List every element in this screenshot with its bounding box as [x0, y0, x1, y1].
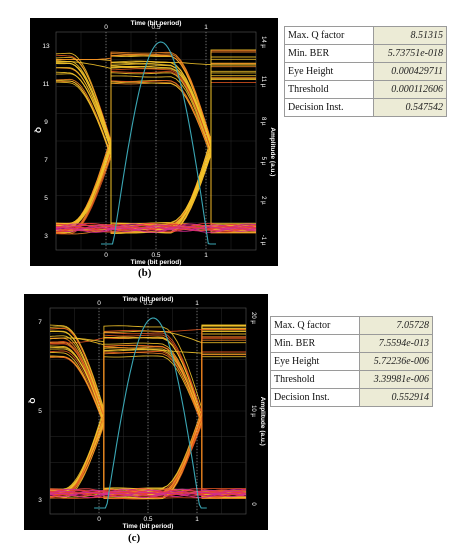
top-tick-label: 0.5: [151, 24, 160, 31]
metric-row: Threshold 0.000112606: [284, 80, 447, 99]
metric-label: Decision Inst.: [270, 388, 360, 407]
top-tick-label: 1: [204, 24, 208, 31]
zero-level-trace: [49, 489, 247, 496]
left-tick-label: 7: [38, 319, 42, 326]
top-axis-title: Time (bit period): [123, 296, 174, 303]
zero-level-trace: [55, 227, 257, 233]
right-tick-label: 0: [250, 502, 256, 506]
metric-value: 8.51315: [373, 26, 447, 45]
top-axis-title: Time (bit period): [131, 20, 182, 27]
metrics-table-b: Max. Q factor 8.51315 Min. BER 5.73751e-018…: [284, 26, 447, 117]
right-tick-label: 14 µ: [260, 36, 266, 48]
metric-row: Max. Q factor 8.51315: [284, 26, 447, 45]
zero-level-trace: [55, 225, 257, 232]
metric-row: Min. BER 7.5594e-013: [270, 334, 433, 353]
bottom-tick-label: 1: [204, 252, 208, 259]
metric-label: Eye Height: [284, 62, 374, 81]
top-tick-label: 1: [195, 300, 199, 307]
zero-level-trace: [49, 492, 246, 498]
metric-label: Max. Q factor: [270, 316, 360, 335]
left-tick-label: 3: [38, 497, 42, 504]
metric-value: 5.73751e-018: [373, 44, 447, 63]
metric-value: 0.000112606: [373, 80, 447, 99]
metric-row: Eye Height 5.72236e-006: [270, 352, 433, 371]
eye-trace: [50, 333, 246, 490]
left-axis-label: Q: [34, 127, 43, 133]
metric-row: Eye Height 0.000429711: [284, 62, 447, 81]
metric-value: 7.5594e-013: [359, 334, 433, 353]
zero-level-trace: [49, 491, 247, 497]
bottom-tick-label: 0.5: [143, 516, 152, 523]
metric-label: Threshold: [270, 370, 360, 389]
metric-value: 5.72236e-006: [359, 352, 433, 371]
left-tick-label: 9: [44, 119, 48, 126]
metrics-table-c: Max. Q factor 7.05728 Min. BER 7.5594e-013 E…: [270, 316, 433, 407]
metric-label: Min. BER: [284, 44, 374, 63]
caption-b: (b): [138, 267, 152, 279]
eye-trace: [55, 63, 256, 225]
right-axis-label: Amplitude (a.u.): [259, 397, 266, 446]
left-tick-label: 5: [44, 195, 48, 202]
metric-value: 3.39981e-006: [359, 370, 433, 389]
metric-label: Eye Height: [270, 352, 360, 371]
q-factor-curve: [94, 317, 207, 509]
left-tick-label: 3: [44, 233, 48, 240]
bottom-tick-label: 0: [97, 516, 101, 523]
left-tick-label: 13: [42, 43, 50, 50]
eye-diagram-panel-b: 0 0 0.5 0.5 1 1 Time (bit period) Time (bit per…: [30, 18, 278, 266]
metric-row: Threshold 3.39981e-006: [270, 370, 433, 389]
right-tick-label: 11 µ: [260, 76, 266, 88]
metric-row: Max. Q factor 7.05728: [270, 316, 433, 335]
bottom-axis-title: Time (bit period): [123, 523, 174, 530]
bottom-tick-label: 0.5: [151, 252, 160, 259]
top-tick-label: 0: [97, 300, 101, 307]
metric-label: Threshold: [284, 80, 374, 99]
eye-trace: [49, 324, 246, 500]
top-tick-label: 0: [104, 24, 108, 31]
metric-value: 0.547542: [373, 98, 447, 117]
right-tick-label: 20 µ: [250, 312, 256, 324]
eye-trace: [55, 81, 256, 231]
left-tick-label: 11: [43, 81, 50, 88]
right-tick-label: 5 µ: [260, 157, 266, 166]
bottom-tick-label: 1: [195, 516, 199, 523]
metric-row: Decision Inst. 0.552914: [270, 388, 433, 407]
top-tick-label: 0.5: [143, 300, 152, 307]
caption-c: (c): [128, 532, 141, 544]
metric-label: Decision Inst.: [284, 98, 374, 117]
metric-row: Decision Inst. 0.547542: [284, 98, 447, 117]
eye-diagram-panel-c: 0 0 0.5 0.5 1 1 Time (bit period) Time (bit per…: [24, 294, 268, 530]
metric-label: Min. BER: [270, 334, 360, 353]
zero-level-trace: [49, 488, 247, 494]
right-tick-label: 2 µ: [260, 196, 266, 205]
metric-label: Max. Q factor: [284, 26, 374, 45]
q-factor-curve: [101, 41, 216, 245]
metric-value: 7.05728: [359, 316, 433, 335]
right-tick-label: -1 µ: [260, 235, 266, 246]
eye-trace: [49, 330, 246, 494]
left-tick-label: 5: [38, 408, 42, 415]
zero-level-trace: [55, 224, 257, 230]
right-axis-label: Amplitude (a.u.): [269, 127, 276, 176]
eye-trace: [55, 63, 256, 227]
metric-value: 0.552914: [359, 388, 433, 407]
left-tick-label: 7: [44, 157, 48, 164]
metric-row: Min. BER 5.73751e-018: [284, 44, 447, 63]
right-tick-label: 10 µ: [250, 405, 256, 417]
eye-diagram-c: 0 0 0.5 0.5 1 1 Time (bit period) Time (bit per…: [24, 294, 268, 530]
right-tick-label: 8 µ: [260, 117, 266, 126]
bottom-tick-label: 0: [104, 252, 108, 259]
left-axis-label: Q: [28, 398, 37, 404]
metric-value: 0.000429711: [373, 62, 447, 81]
eye-trace: [49, 336, 246, 498]
bottom-axis-title: Time (bit period): [131, 259, 182, 266]
